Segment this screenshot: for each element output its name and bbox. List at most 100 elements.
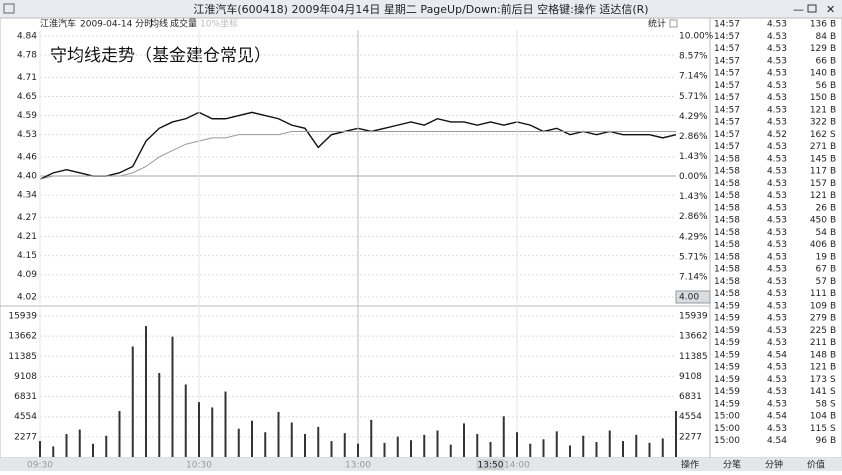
trade-time: 14:59 bbox=[714, 326, 740, 336]
trade-time: 15:00 bbox=[714, 412, 740, 422]
trade-volume: 322 bbox=[810, 118, 827, 128]
scale-toggle[interactable]: 10%坐标 bbox=[200, 18, 238, 30]
volume-bar bbox=[290, 422, 293, 457]
y2-tick-label: 10.00% bbox=[679, 32, 714, 42]
window-title: 江淮汽车(600418) 2009年04月14日 星期二 PageUp/Down… bbox=[193, 2, 648, 16]
y-tick-label: 4.09 bbox=[17, 270, 37, 280]
volume-bar bbox=[52, 446, 55, 457]
y-tick-label: 4.65 bbox=[17, 92, 37, 102]
y2-tick-label: 4.29% bbox=[679, 232, 708, 242]
volume-bar bbox=[78, 429, 81, 457]
stats-button[interactable]: 统计 bbox=[648, 18, 666, 30]
y2-tick-label: 2.86% bbox=[679, 132, 708, 142]
volume-bar bbox=[582, 435, 585, 457]
y2-tick-label: 1.43% bbox=[679, 152, 708, 162]
volume-bar bbox=[396, 436, 399, 457]
trade-price: 4.53 bbox=[767, 424, 787, 434]
y-tick-label: 6831 bbox=[14, 392, 37, 402]
trade-side: B bbox=[830, 154, 836, 164]
trade-price: 4.53 bbox=[767, 154, 787, 164]
close-button[interactable]: ✕ bbox=[826, 3, 835, 16]
trade-time: 14:57 bbox=[714, 130, 740, 140]
trade-price: 4.53 bbox=[767, 44, 787, 54]
volume-bar bbox=[489, 441, 492, 457]
trade-volume: 157 bbox=[810, 179, 827, 189]
trade-time: 14:59 bbox=[714, 301, 740, 311]
volume-toggle[interactable]: 成交量 bbox=[170, 18, 197, 30]
trade-volume: 121 bbox=[810, 363, 827, 373]
trade-time: 14:57 bbox=[714, 93, 740, 103]
volume-bar bbox=[317, 426, 320, 457]
trade-volume: 115 bbox=[810, 424, 827, 434]
trade-price: 4.53 bbox=[767, 203, 787, 213]
volume-bar bbox=[529, 443, 532, 457]
trade-time: 14:59 bbox=[714, 338, 740, 348]
trade-price: 4.53 bbox=[767, 265, 787, 275]
y-tick-label: 9108 bbox=[14, 372, 37, 382]
y-tick-label: 2277 bbox=[14, 432, 37, 442]
x-tick-label: 09:30 bbox=[27, 461, 53, 471]
y2-tick-label: 1.43% bbox=[679, 192, 708, 202]
y-tick-label: 4.21 bbox=[17, 232, 37, 242]
trade-time: 14:58 bbox=[714, 265, 740, 275]
trade-price: 4.53 bbox=[767, 56, 787, 66]
volume-bar bbox=[304, 433, 306, 457]
trade-price: 4.53 bbox=[767, 20, 787, 30]
trade-volume: 67 bbox=[816, 265, 827, 275]
volume-bar bbox=[105, 435, 108, 457]
avg-toggle[interactable]: 均线 bbox=[150, 18, 168, 30]
trade-time: 14:58 bbox=[714, 240, 740, 250]
volume-bar bbox=[569, 445, 571, 457]
trade-price: 4.53 bbox=[767, 81, 787, 91]
trade-volume: 162 bbox=[810, 130, 827, 140]
annotation: 守均线走势（基金建仓常见） bbox=[50, 46, 271, 66]
trade-volume: 406 bbox=[810, 240, 827, 250]
tab[interactable]: 分钟 bbox=[765, 459, 783, 471]
cursor-time: 13:50 bbox=[478, 461, 504, 471]
trade-price: 4.53 bbox=[767, 387, 787, 397]
trade-side: B bbox=[830, 289, 836, 299]
y-tick-label-right: 13662 bbox=[679, 332, 708, 342]
cursor-time-box bbox=[476, 459, 505, 470]
x-tick-label: 13:00 bbox=[345, 461, 371, 471]
trade-price: 4.53 bbox=[767, 167, 787, 177]
y-tick-label: 13662 bbox=[8, 332, 37, 342]
trade-volume: 19 bbox=[816, 252, 828, 262]
trade-side: B bbox=[830, 412, 836, 422]
trade-time: 14:57 bbox=[714, 20, 740, 30]
trade-time: 14:58 bbox=[714, 289, 740, 299]
y-tick-label: 4.27 bbox=[17, 213, 37, 223]
trade-volume: 117 bbox=[810, 167, 827, 177]
trade-time: 14:58 bbox=[714, 167, 740, 177]
volume-bar bbox=[449, 444, 452, 457]
trade-volume: 136 bbox=[810, 20, 827, 30]
volume-bar bbox=[65, 433, 68, 457]
trade-time: 14:58 bbox=[714, 252, 740, 262]
volume-bar bbox=[410, 440, 412, 457]
minimize-button[interactable]: — bbox=[793, 3, 804, 16]
volume-bar bbox=[370, 419, 373, 457]
trade-price: 4.53 bbox=[767, 375, 787, 385]
trade-price: 4.53 bbox=[767, 338, 787, 348]
trade-price: 4.53 bbox=[767, 399, 787, 409]
trade-side: B bbox=[830, 216, 836, 226]
volume-bar bbox=[277, 411, 280, 457]
y-tick-label-right: 6831 bbox=[679, 392, 702, 402]
trade-time: 14:58 bbox=[714, 228, 740, 238]
trade-time: 14:59 bbox=[714, 387, 740, 397]
tab[interactable]: 操作 bbox=[681, 459, 699, 471]
restore-button[interactable] bbox=[807, 4, 817, 13]
tab[interactable]: 分笔 bbox=[723, 459, 741, 471]
y-tick-label: 4.15 bbox=[17, 251, 37, 261]
date-label[interactable]: 2009-04-14 分时 bbox=[80, 18, 153, 30]
y2-tick-label: 7.14% bbox=[679, 272, 708, 282]
trade-time: 14:59 bbox=[714, 363, 740, 373]
trade-time: 15:00 bbox=[714, 424, 740, 434]
app-icon bbox=[3, 3, 15, 14]
trade-time: 14:57 bbox=[714, 44, 740, 54]
trade-side: B bbox=[830, 314, 836, 324]
trade-time: 14:58 bbox=[714, 277, 740, 287]
trade-side: B bbox=[830, 265, 836, 275]
tab[interactable]: 价值 bbox=[807, 459, 825, 471]
